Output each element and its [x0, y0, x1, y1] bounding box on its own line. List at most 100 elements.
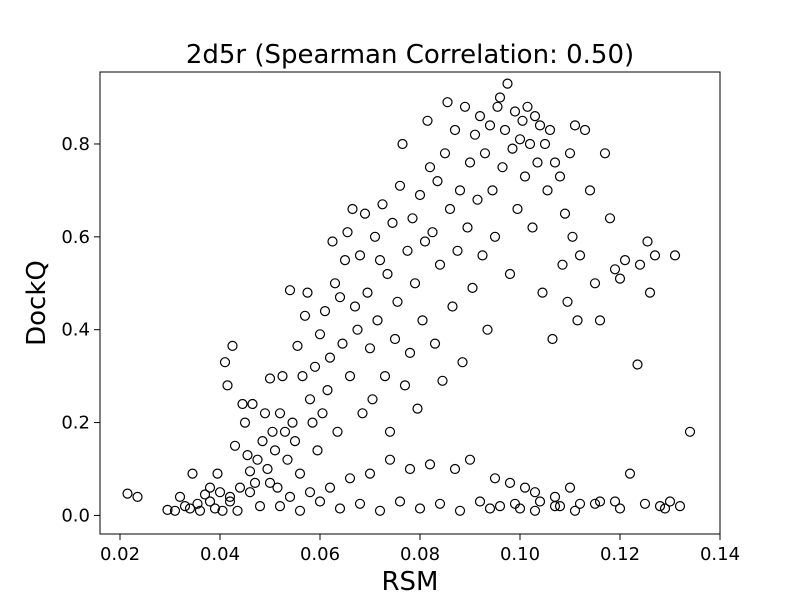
data-point: [479, 148, 491, 159]
y-tick-label: 0.8: [61, 134, 90, 155]
data-point: [282, 454, 293, 465]
plot-frame: [99, 71, 721, 535]
data-point: [519, 482, 531, 493]
data-point: [494, 92, 506, 103]
data-point: [639, 498, 651, 509]
data-point: [484, 120, 496, 131]
data-point: [414, 503, 426, 514]
data-point: [179, 501, 191, 512]
data-point: [654, 501, 666, 512]
data-point: [132, 491, 143, 502]
data-point: [319, 306, 331, 317]
data-point: [324, 352, 336, 363]
data-point: [372, 315, 383, 326]
data-point: [349, 301, 361, 312]
data-point: [264, 477, 276, 488]
data-point: [194, 505, 206, 516]
data-point: [329, 278, 341, 289]
data-point: [604, 213, 616, 224]
data-point: [434, 259, 446, 270]
data-point: [509, 498, 521, 509]
data-point: [549, 491, 561, 502]
y-tick-label: 0.6: [61, 227, 90, 248]
data-point: [444, 203, 456, 215]
data-point: [402, 245, 413, 256]
data-point: [579, 124, 591, 136]
x-tick-label: 0.10: [500, 544, 540, 565]
data-point: [449, 463, 461, 475]
data-point: [334, 292, 346, 303]
data-point: [209, 503, 221, 514]
data-point: [527, 222, 538, 233]
data-point: [614, 273, 626, 284]
data-point: [374, 255, 386, 266]
data-point: [232, 505, 243, 516]
data-point: [589, 278, 601, 289]
data-point: [524, 138, 536, 150]
data-point: [572, 315, 583, 326]
x-tick-label: 0.04: [200, 544, 240, 565]
data-point: [569, 120, 581, 131]
data-point: [497, 162, 508, 173]
data-point: [384, 426, 396, 437]
data-point: [332, 426, 343, 437]
data-point: [347, 203, 358, 215]
chart-title: 2d5r (Spearman Correlation: 0.50): [186, 40, 634, 70]
data-point: [317, 408, 328, 419]
data-point: [534, 496, 546, 507]
data-point: [427, 227, 438, 238]
data-point: [277, 371, 288, 382]
data-point: [249, 477, 261, 488]
data-point: [204, 496, 216, 507]
data-point: [492, 101, 503, 112]
data-point: [287, 417, 298, 428]
data-point: [464, 454, 476, 465]
data-point: [327, 236, 338, 247]
data-point: [169, 505, 181, 516]
data-point: [544, 124, 556, 136]
data-point: [307, 417, 318, 428]
data-point: [269, 445, 281, 456]
data-point: [217, 505, 228, 516]
data-point: [214, 487, 226, 498]
data-point: [219, 357, 231, 368]
data-point: [274, 501, 286, 512]
data-point: [512, 203, 523, 215]
data-point: [252, 454, 263, 465]
data-point: [379, 371, 391, 382]
data-point: [254, 501, 266, 512]
data-point: [227, 340, 238, 351]
data-point: [312, 445, 323, 456]
data-point: [369, 231, 381, 242]
data-point: [382, 268, 393, 280]
y-tick-label: 0.0: [61, 505, 90, 526]
data-point: [514, 134, 526, 145]
data-point: [507, 143, 518, 154]
data-point: [459, 101, 471, 112]
data-point: [549, 501, 561, 512]
data-point: [362, 287, 373, 298]
data-point: [594, 315, 606, 326]
data-point: [354, 250, 366, 261]
data-point: [437, 375, 448, 386]
data-point: [354, 498, 366, 509]
data-point: [609, 264, 621, 275]
data-point: [184, 503, 196, 514]
data-point: [509, 106, 521, 117]
data-point: [584, 185, 596, 196]
data-point: [412, 403, 423, 414]
data-point: [547, 333, 558, 345]
data-point: [314, 496, 326, 507]
data-point: [309, 361, 321, 372]
data-point: [224, 491, 236, 502]
data-point: [364, 468, 376, 479]
data-point: [649, 250, 661, 261]
data-point: [344, 473, 356, 484]
data-point: [294, 468, 306, 479]
data-point: [299, 310, 311, 321]
data-point: [187, 468, 198, 479]
data-point: [259, 408, 271, 419]
data-point: [284, 491, 296, 502]
data-point: [554, 501, 566, 512]
